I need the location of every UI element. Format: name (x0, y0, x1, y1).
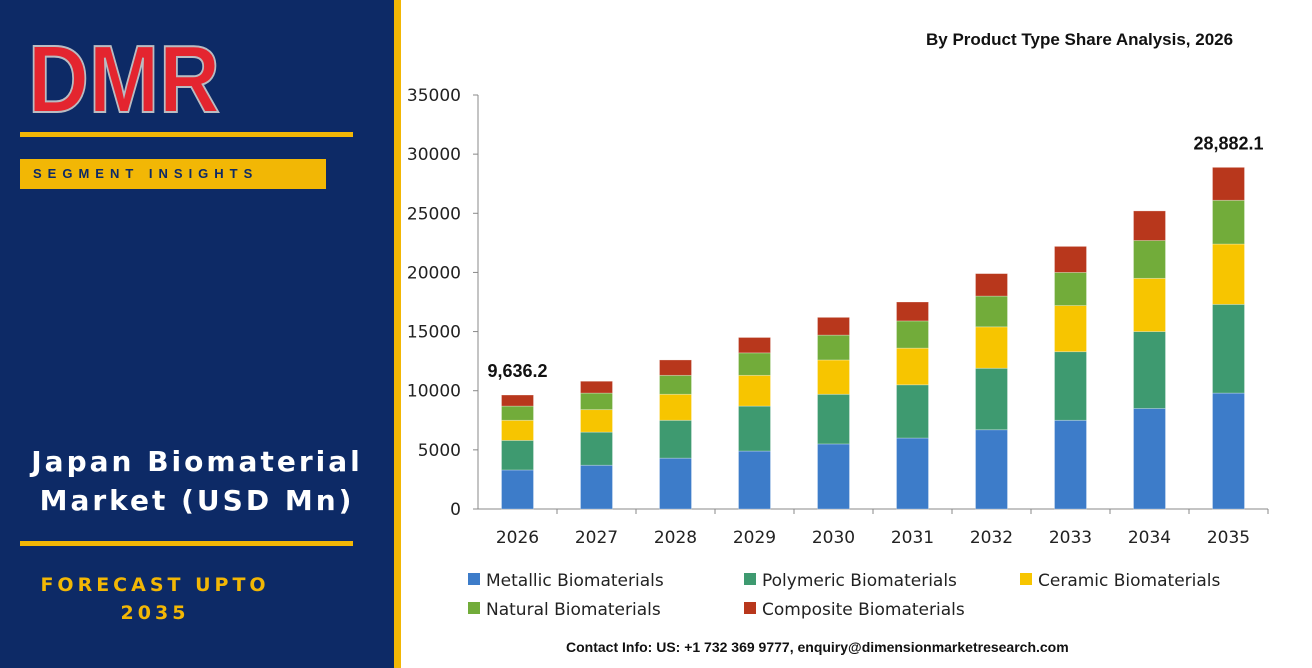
bar-segment (1054, 246, 1087, 273)
segment-insights-badge: SEGMENT INSIGHTS (20, 159, 326, 189)
bar-segment (1133, 240, 1166, 279)
bar-segment (896, 320, 929, 349)
bar-segment (738, 337, 771, 354)
bar-segment (1133, 210, 1166, 241)
legend-label: Natural Biomaterials (486, 600, 661, 620)
bar-segment (501, 439, 534, 471)
bar-segment (1212, 243, 1245, 305)
chart-title: By Product Type Share Analysis, 2026 (926, 30, 1234, 49)
bar-segment (580, 380, 613, 394)
bar-segment (975, 429, 1008, 510)
bar-segment (896, 347, 929, 386)
bar-segment (1133, 331, 1166, 409)
x-tick-label: 2032 (970, 528, 1013, 548)
contact-info: Contact Info: US: +1 732 369 9777, enqui… (566, 639, 1069, 655)
x-tick-label: 2029 (733, 528, 776, 548)
legend-label: Ceramic Biomaterials (1038, 571, 1221, 591)
svg-text:DMR: DMR (28, 30, 220, 125)
y-tick-label: 20000 (407, 263, 461, 283)
legend-label: Polymeric Biomaterials (762, 571, 957, 591)
legend-item-polymeric: Polymeric Biomaterials (744, 571, 957, 591)
legend-swatch (1020, 573, 1032, 585)
bar-segment (817, 316, 850, 336)
legend-item-ceramic: Ceramic Biomaterials (1020, 571, 1220, 591)
y-tick-label: 5000 (418, 441, 461, 461)
forecast-line2: 2035 (120, 602, 190, 624)
y-tick-label: 25000 (407, 204, 461, 224)
bar-segment (501, 419, 534, 441)
bar-segment (738, 405, 771, 452)
bar-segment (738, 374, 771, 407)
gold-rule-bottom (20, 541, 353, 546)
bar-segment (1212, 166, 1245, 201)
bar-segment (975, 326, 1008, 369)
bar-segment (580, 431, 613, 466)
bar-segment (1054, 272, 1087, 306)
x-tick-label: 2027 (575, 528, 618, 548)
bar-segment (1212, 199, 1245, 245)
bar-segment (738, 352, 771, 376)
legend-item-composite: Composite Biomaterials (744, 600, 965, 620)
x-tick-label: 2030 (812, 528, 855, 548)
y-tick-label: 15000 (407, 323, 461, 343)
bar-segment (1133, 408, 1166, 510)
left-panel (0, 0, 394, 668)
y-tick-label: 35000 (407, 86, 461, 106)
bar-segment (1054, 351, 1087, 421)
legend-label: Composite Biomaterials (762, 600, 965, 620)
bar-segment (817, 393, 850, 445)
bar-segment (975, 295, 1008, 328)
x-tick-label: 2035 (1207, 528, 1250, 548)
bar-segment (975, 273, 1008, 297)
legend-item-natural: Natural Biomaterials (468, 600, 661, 620)
data-label: 9,636.2 (487, 361, 547, 381)
bar-segment (501, 405, 534, 421)
x-tick-label: 2028 (654, 528, 697, 548)
bar-segment (501, 394, 534, 407)
data-label: 28,882.1 (1193, 133, 1263, 153)
bar-segment (659, 457, 692, 510)
legend-swatch (744, 573, 756, 585)
bar-segment (896, 301, 929, 322)
gold-divider (394, 0, 401, 668)
bar-segment (1212, 392, 1245, 510)
legend-swatch (468, 602, 480, 614)
forecast-line1: FORECAST UPTO (40, 574, 270, 596)
gold-rule-top (20, 132, 353, 137)
bar-segment (659, 393, 692, 421)
y-tick-label: 30000 (407, 145, 461, 165)
bar-segment (580, 392, 613, 411)
bar-segment (975, 367, 1008, 431)
bar-segment (738, 450, 771, 510)
legend-item-metallic: Metallic Biomaterials (468, 571, 664, 591)
bar-segment (659, 374, 692, 395)
y-tick-label: 0 (450, 500, 461, 520)
x-tick-label: 2034 (1128, 528, 1171, 548)
legend-swatch (468, 573, 480, 585)
market-title-line2: Market (USD Mn) (39, 484, 355, 517)
bar-segment (1054, 419, 1087, 510)
bar-segment (1054, 305, 1087, 353)
bar-segment (580, 464, 613, 510)
bar-segment (1133, 277, 1166, 332)
bar-segment (817, 334, 850, 361)
market-title-line1: Japan Biomaterial (31, 445, 363, 478)
bar-segment (580, 409, 613, 433)
x-tick-label: 2026 (496, 528, 539, 548)
bar-segment (659, 419, 692, 459)
bar-segment (817, 359, 850, 395)
bar-segment (896, 384, 929, 439)
x-tick-label: 2033 (1049, 528, 1092, 548)
bar-segment (896, 437, 929, 510)
x-tick-label: 2031 (891, 528, 934, 548)
bar-segment (817, 443, 850, 510)
legend-label: Metallic Biomaterials (486, 571, 664, 591)
y-tick-label: 10000 (407, 382, 461, 402)
bar-segment (1212, 303, 1245, 394)
dmr-logo: DMR (27, 30, 221, 125)
legend-swatch (744, 602, 756, 614)
bar-segment (501, 469, 534, 510)
bar-segment (659, 359, 692, 376)
